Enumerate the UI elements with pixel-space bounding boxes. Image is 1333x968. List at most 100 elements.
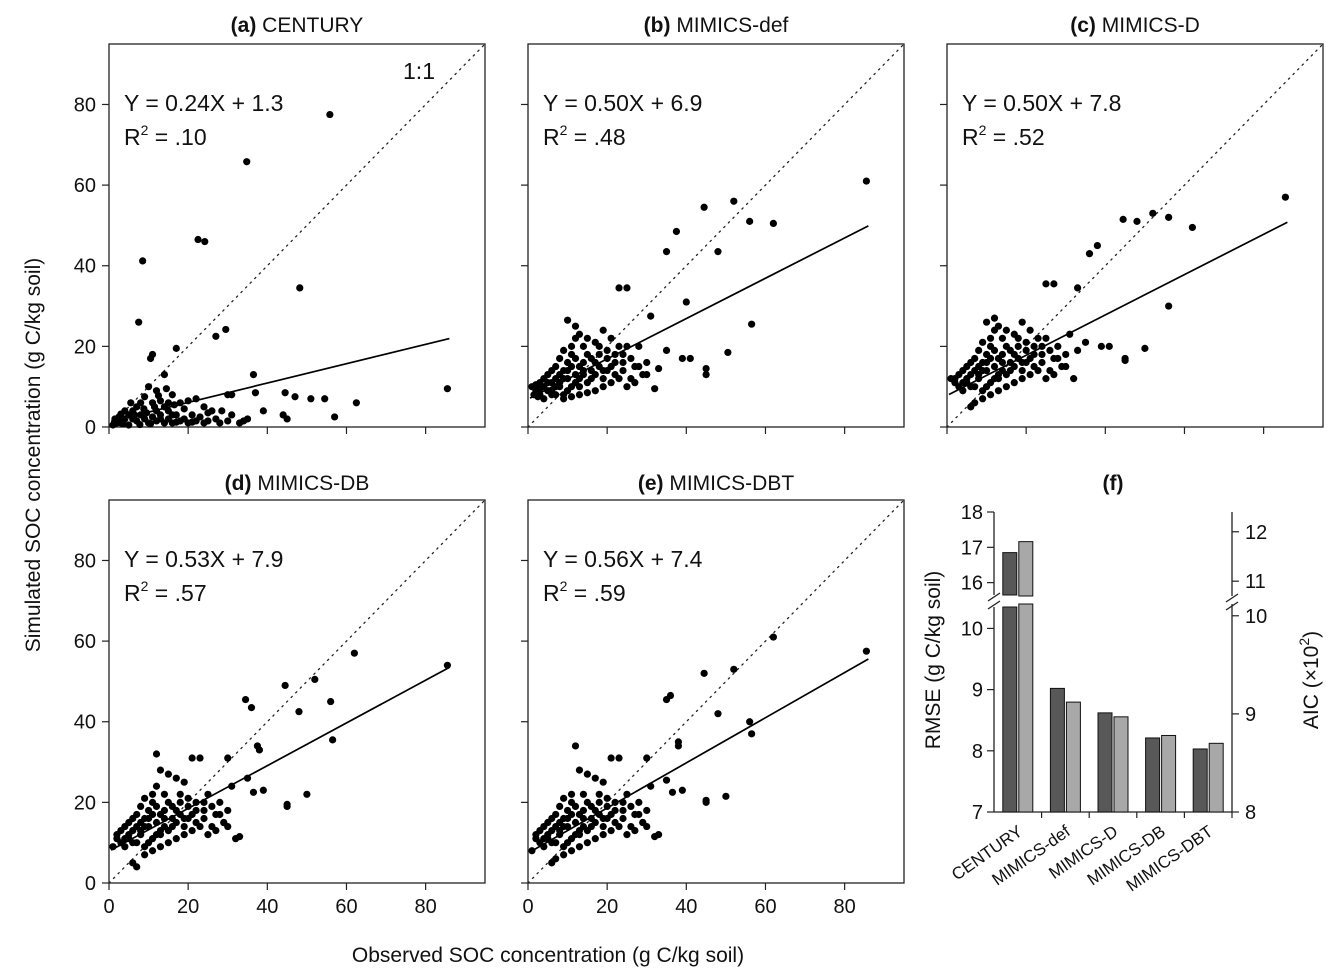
- regression-line: [529, 225, 869, 399]
- data-point: [567, 362, 576, 371]
- data-point: [714, 710, 722, 718]
- x-tick-label: 80: [415, 896, 437, 918]
- data-point: [556, 826, 564, 835]
- data-point: [702, 370, 710, 379]
- data-point: [639, 818, 647, 827]
- data-point: [556, 354, 564, 363]
- data-point: [180, 778, 188, 786]
- data-point: [682, 298, 690, 306]
- regression-line: [948, 221, 1288, 396]
- data-point: [635, 362, 643, 371]
- data-point: [599, 822, 607, 831]
- data-point: [635, 810, 643, 819]
- y-axis-title-right: AIC (×102): [1296, 631, 1323, 729]
- data-point: [595, 350, 603, 359]
- one-to-one-line: [527, 499, 905, 884]
- data-point: [769, 219, 777, 228]
- data-point: [619, 814, 627, 823]
- y-tick-label: 9: [972, 680, 983, 702]
- data-point: [216, 810, 224, 819]
- data-point: [243, 158, 251, 166]
- data-point: [200, 814, 208, 823]
- aic-bar: [1113, 716, 1129, 813]
- regression-equation: Y = 0.50X + 6.9: [543, 90, 702, 116]
- axis-break-mark: [987, 600, 1001, 610]
- data-point: [156, 843, 165, 851]
- one-to-one-label: 1:1: [403, 58, 435, 84]
- x-tick-label: 80: [834, 896, 856, 918]
- data-point: [1042, 334, 1050, 342]
- data-point: [560, 366, 568, 375]
- data-point: [188, 411, 196, 419]
- data-point: [188, 810, 196, 819]
- data-point: [125, 421, 133, 429]
- y2-tick-label: 12: [1245, 522, 1267, 544]
- scatter-panel: 0 20 40 60 80 0 20 40 60 80 Y = 0.53X + 7.9 R2 = .5…: [74, 472, 486, 918]
- data-point: [148, 847, 157, 855]
- data-point: [1141, 344, 1149, 352]
- scatter-panel: Y = 0.50X + 6.9 R2 = .48 (b) MIMICS-def: [521, 14, 905, 434]
- data-point: [168, 411, 176, 419]
- r-squared-label: R2 = .59: [543, 578, 626, 606]
- one-to-one-line: [108, 43, 486, 428]
- data-point: [180, 405, 188, 413]
- regression-equation: Y = 0.56X + 7.4: [543, 546, 703, 572]
- data-point: [212, 332, 220, 340]
- data-point: [560, 346, 568, 354]
- y-tick-label: 17: [961, 537, 983, 559]
- data-point: [575, 330, 584, 338]
- y-axis-title: Simulated SOC concentration (g C/kg soil…: [22, 258, 45, 653]
- data-point: [769, 633, 777, 641]
- data-point: [194, 235, 202, 244]
- data-point: [548, 859, 556, 867]
- data-point: [619, 806, 627, 815]
- data-point: [678, 786, 686, 794]
- data-point: [556, 802, 564, 811]
- data-point: [168, 391, 176, 399]
- data-point: [200, 806, 208, 815]
- data-point: [975, 370, 983, 379]
- data-point: [232, 835, 240, 843]
- one-to-one-line: [946, 43, 1324, 428]
- data-point: [176, 790, 184, 798]
- data-point: [599, 814, 607, 823]
- data-point: [303, 790, 311, 798]
- data-point: [748, 320, 756, 328]
- data-point: [1281, 193, 1289, 201]
- data-point: [619, 366, 627, 375]
- data-point: [982, 366, 991, 375]
- data-point: [1119, 215, 1127, 223]
- y-tick-label: 80: [74, 94, 96, 116]
- data-point: [662, 346, 671, 354]
- data-point: [607, 810, 615, 819]
- data-point: [583, 826, 591, 835]
- data-point: [651, 833, 659, 841]
- data-point: [583, 770, 591, 778]
- data-point: [1030, 342, 1038, 350]
- data-point: [583, 379, 591, 387]
- y-tick-label: 40: [74, 256, 96, 278]
- data-point: [591, 338, 599, 346]
- data-point: [152, 782, 161, 790]
- data-point: [326, 110, 334, 119]
- data-point: [204, 831, 212, 839]
- data-point: [228, 411, 236, 419]
- data-point: [862, 647, 871, 655]
- data-point: [141, 814, 149, 823]
- data-point: [1014, 342, 1022, 350]
- data-point: [560, 851, 568, 859]
- data-point: [607, 754, 615, 762]
- data-point: [136, 420, 144, 429]
- data-point: [990, 362, 999, 371]
- data-point: [216, 798, 224, 806]
- data-point: [714, 248, 722, 256]
- data-point: [113, 831, 121, 839]
- data-point: [1002, 383, 1010, 391]
- data-point: [241, 695, 250, 704]
- data-point: [662, 776, 671, 784]
- data-point: [1026, 370, 1034, 379]
- data-point: [975, 346, 983, 354]
- data-point: [1038, 358, 1046, 367]
- data-point: [595, 798, 603, 806]
- data-point: [139, 257, 147, 265]
